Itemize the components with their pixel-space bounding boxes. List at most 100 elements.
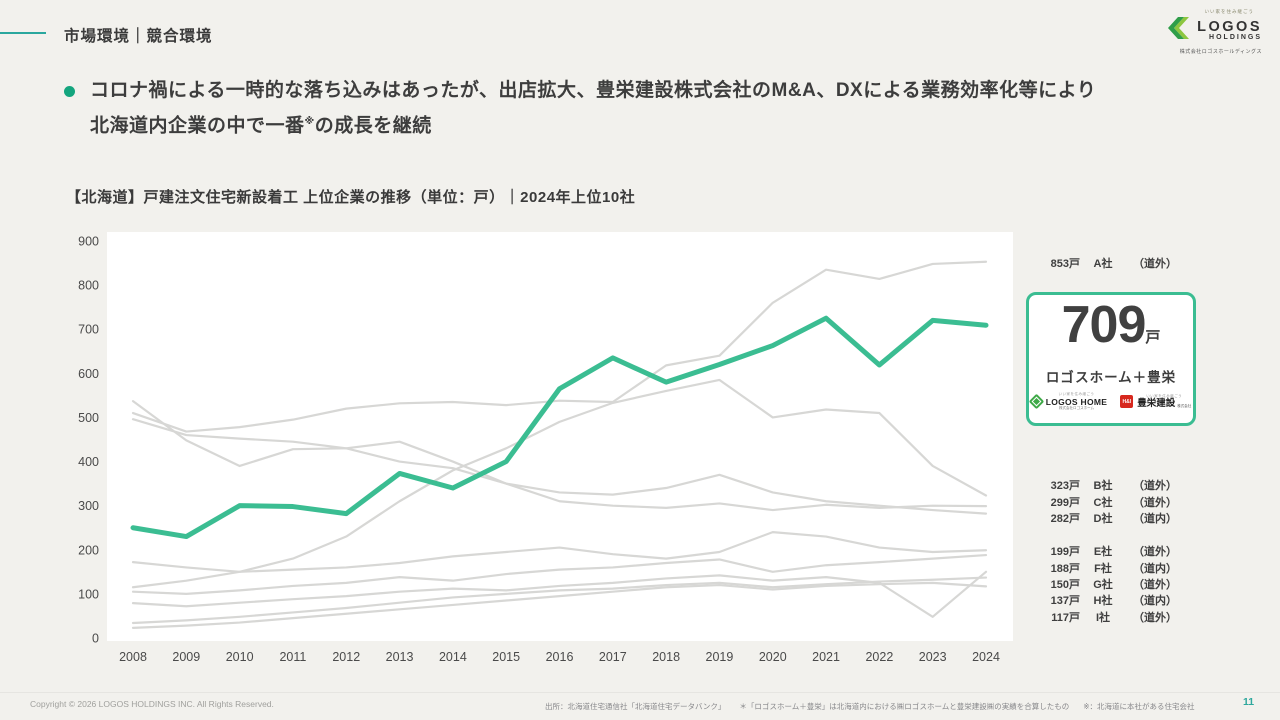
company-label-group-top: 853戸 A社 （道外） <box>1030 255 1210 271</box>
x-tick-label: 2024 <box>972 650 1000 664</box>
company-row: 117戸 I社 （道外） <box>1030 609 1210 625</box>
x-tick-label: 2021 <box>812 650 840 664</box>
y-tick-label: 900 <box>78 235 99 249</box>
company-name: F社 <box>1094 562 1112 575</box>
y-tick-label: 200 <box>78 543 99 557</box>
x-tick-label: 2014 <box>439 650 467 664</box>
highlight-value-box: 709 戸 ロゴスホーム＋豊栄 いい家を住み継ごう LOGOS HOME 株式会… <box>1026 292 1196 426</box>
y-tick-label: 100 <box>78 587 99 601</box>
company-value: 282戸 <box>1050 512 1080 525</box>
y-tick-label: 0 <box>92 632 99 646</box>
x-tick-label: 2018 <box>652 650 680 664</box>
company-value: 150戸 <box>1050 578 1080 591</box>
logos-holdings-logo: いい家を住み継ごう LOGOS HOLDINGS 株式会社ロゴスホールディングス <box>1132 9 1262 55</box>
company-value: 853戸 <box>1050 258 1080 271</box>
page-title: 市場環境｜競合環境 <box>64 28 213 45</box>
key-message: コロナ禍による一時的な落ち込みはあったが、出店拡大、豊栄建設株式会社のM&A、D… <box>90 80 1097 137</box>
company-row: 199戸 E社 （道外） <box>1030 543 1210 559</box>
y-tick-label: 400 <box>78 455 99 469</box>
company-region: （道外） <box>1133 611 1177 624</box>
company-row: 137戸 H社 （道内） <box>1030 592 1210 608</box>
logos-home-diamond-icon <box>1028 393 1044 410</box>
header-accent-line <box>0 32 46 34</box>
company-value: 199戸 <box>1050 546 1080 559</box>
highlight-label: ロゴスホーム＋豊栄 <box>1045 370 1177 385</box>
x-tick-label: 2009 <box>172 650 200 664</box>
series-line-G社 <box>131 570 988 618</box>
company-name: G社 <box>1093 578 1113 591</box>
y-tick-label: 500 <box>78 411 99 425</box>
company-row: 282戸 D社 （道内） <box>1030 510 1210 526</box>
chart-title: 【北海道】戸建注文住宅新設着工 上位企業の推移（単位：戸）｜2024年上位10社 <box>66 189 636 206</box>
company-name: I社 <box>1095 611 1111 624</box>
company-value: 137戸 <box>1050 595 1080 608</box>
chevron-left-icon <box>1168 16 1192 45</box>
company-row: 323戸 B社 （道外） <box>1030 477 1210 493</box>
company-label-group-low: 199戸 E社 （道外） 188戸 F社 （道内） 150戸 G社 （道外） 137戸 H社 （道内）… <box>1030 543 1210 625</box>
copyright-text: Copyright © 2026 LOGOS HOLDINGS INC. All… <box>30 699 274 709</box>
source-text: 出所：北海道住宅通信社「北海道住宅データバンク」 <box>545 702 726 711</box>
company-region: （道内） <box>1133 562 1177 575</box>
company-region: （道外） <box>1133 578 1177 591</box>
x-tick-label: 2011 <box>279 650 306 664</box>
x-tick-label: 2016 <box>546 650 574 664</box>
footer-divider <box>0 692 1280 693</box>
hoei-house-icon: H&I <box>1120 395 1134 409</box>
x-tick-label: 2017 <box>599 650 627 664</box>
kome-note: ※：北海道に本社がある住宅会社 <box>1083 702 1195 711</box>
x-tick-label: 2010 <box>226 650 254 664</box>
highlight-unit: 戸 <box>1145 329 1161 346</box>
series-line-E社 <box>131 531 988 573</box>
company-region: （道外） <box>1133 496 1177 509</box>
company-name: E社 <box>1093 546 1113 559</box>
x-tick-label: 2019 <box>706 650 734 664</box>
company-name: D社 <box>1093 512 1113 525</box>
company-name: B社 <box>1093 480 1113 493</box>
y-tick-label: 700 <box>78 323 99 337</box>
series-line-D社 <box>131 400 988 515</box>
logo-subname: HOLDINGS <box>1209 33 1262 41</box>
logo-name: LOGOS <box>1197 18 1262 35</box>
company-region: （道外） <box>1133 480 1177 493</box>
company-value: 117戸 <box>1051 611 1080 624</box>
source-note: 出所：北海道住宅通信社「北海道住宅データバンク」 ＊「ロゴスホーム＋豊栄」は北海… <box>545 701 1195 712</box>
x-tick-label: 2013 <box>386 650 414 664</box>
logo-company-name: 株式会社ロゴスホールディングス <box>1179 49 1262 55</box>
kome-mark: ※ <box>304 116 315 127</box>
company-name: C社 <box>1093 496 1113 509</box>
line-chart: 0 100 200 300 400 500 600 700 800 900 2008 2009 2010… <box>78 232 1013 664</box>
company-row: 150戸 G社 （道外） <box>1030 576 1210 592</box>
company-value: 323戸 <box>1050 480 1080 493</box>
company-region: （道外） <box>1133 546 1177 559</box>
series-line-B社 <box>131 378 988 589</box>
series-line-ロゴスホーム＋豊栄 <box>130 315 989 540</box>
company-row: 299戸 C社 （道外） <box>1030 493 1210 509</box>
company-row: 853戸 A社 （道外） <box>1030 255 1210 271</box>
plot-area <box>107 232 1013 641</box>
x-tick-label: 2023 <box>919 650 947 664</box>
bullet-icon <box>64 86 75 97</box>
highlight-value: 709 <box>1061 296 1147 354</box>
hoei-kensetsu-logo: H&I いい家を住み継ごう 豊栄建設 株式会社 <box>1120 394 1191 409</box>
y-tick-label: 600 <box>78 367 99 381</box>
company-region: （道外） <box>1133 258 1177 271</box>
company-region: （道内） <box>1133 595 1177 608</box>
series-line-H社 <box>131 576 988 625</box>
y-tick-label: 300 <box>78 499 99 513</box>
company-label-group-mid: 323戸 B社 （道外） 299戸 C社 （道外） 282戸 D社 （道内） <box>1030 477 1210 526</box>
page-number: 11 <box>1243 696 1255 708</box>
company-value: 299戸 <box>1050 496 1080 509</box>
x-tick-label: 2015 <box>492 650 520 664</box>
logo-tagline: いい家を住み継ごう <box>1204 9 1254 14</box>
y-tick-label: 800 <box>78 279 99 293</box>
series-line-F社 <box>131 553 988 595</box>
company-region: （道内） <box>1133 512 1177 525</box>
asterisk-note: ＊「ロゴスホーム＋豊栄」は北海道内における㈱ロゴスホームと豊栄建設㈱の実績を合算… <box>739 702 1070 711</box>
company-row: 188戸 F社 （道内） <box>1030 559 1210 575</box>
company-value: 188戸 <box>1050 562 1080 575</box>
logos-home-logo: いい家を住み継ごう LOGOS HOME 株式会社ロゴスホーム <box>1028 392 1108 411</box>
company-name: A社 <box>1093 258 1113 271</box>
series-line-I社 <box>131 581 988 629</box>
series-line-C社 <box>131 418 988 512</box>
